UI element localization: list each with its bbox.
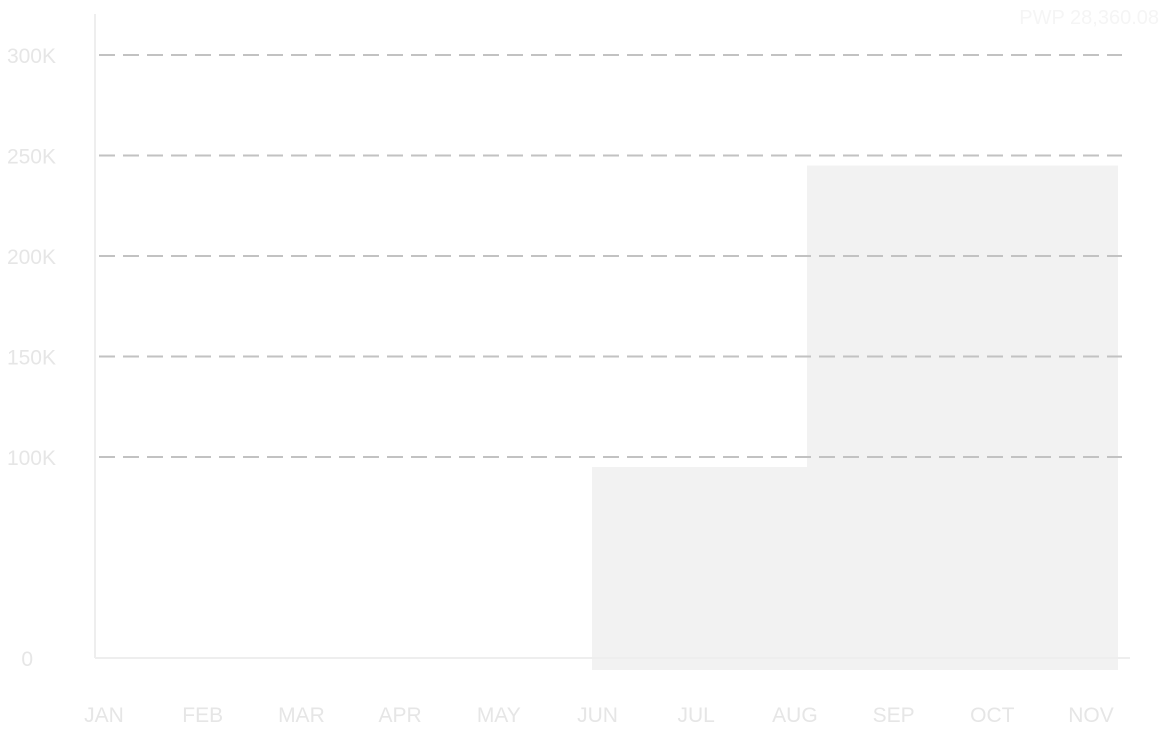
x-tick-label: NOV <box>1068 704 1114 727</box>
grid-layer <box>99 54 1122 458</box>
area-layer <box>592 165 1118 671</box>
x-tick-label: OCT <box>970 704 1015 727</box>
y-tick-labels: 0 100K 150K 200K 250K 300K <box>7 45 56 671</box>
chart-annotation: PWP 28,360.08 <box>1019 7 1159 29</box>
x-tick-label: FEB <box>182 704 223 727</box>
x-tick-label: APR <box>379 704 422 727</box>
x-tick-label: JUL <box>678 704 715 727</box>
x-tick-label: MAR <box>278 704 325 727</box>
x-tick-label: AUG <box>772 704 818 727</box>
x-tick-label: JUN <box>577 704 618 727</box>
area-step-jun-aug <box>592 467 807 670</box>
area-step-aug-nov <box>807 165 1118 671</box>
x-tick-labels: JAN FEB MAR APR MAY JUN JUL AUG SEP OCT NOV <box>84 704 1114 727</box>
x-tick-label: JAN <box>84 704 124 727</box>
y-tick-label: 100K <box>7 447 56 470</box>
axis-layer <box>94 14 1130 659</box>
x-tick-label: MAY <box>477 704 521 727</box>
y-tick-label: 150K <box>7 347 56 370</box>
y-tick-label: 200K <box>7 246 56 269</box>
x-tick-label: SEP <box>873 704 915 727</box>
y-tick-label: 300K <box>7 45 56 68</box>
y-tick-label: 250K <box>7 146 56 169</box>
y-tick-label: 0 <box>21 648 33 671</box>
